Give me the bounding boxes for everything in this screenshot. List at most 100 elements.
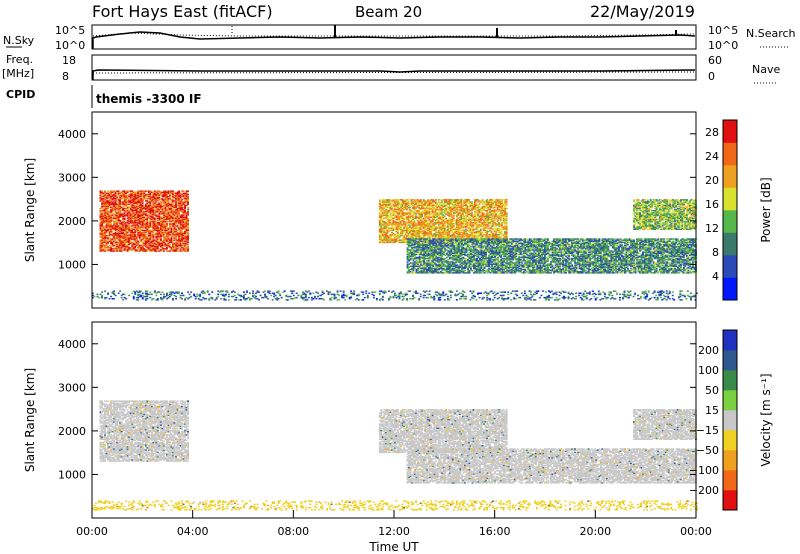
echo-cell	[102, 236, 105, 238]
echo-cell	[137, 245, 140, 248]
echo-cell	[129, 234, 132, 236]
echo-cell	[105, 224, 108, 226]
echo-cell	[119, 243, 122, 246]
echo-cell	[107, 190, 109, 192]
echo-cell	[119, 220, 122, 223]
echo-cell	[117, 248, 120, 250]
echo-cell	[134, 236, 137, 238]
echo-cell	[128, 243, 131, 246]
echo-cell	[123, 229, 126, 232]
echo-cell	[138, 199, 141, 201]
echo-cell	[122, 244, 125, 247]
echo-cell	[122, 195, 125, 198]
echo-cell	[140, 235, 143, 237]
echo-cell	[117, 216, 120, 218]
echo-cell	[99, 216, 102, 218]
echo-cell	[99, 217, 102, 220]
echo-cell	[113, 190, 115, 192]
echo-cell	[116, 212, 119, 214]
echo-cell	[116, 245, 119, 248]
echo-cell	[129, 205, 132, 208]
echo-cell	[122, 236, 125, 238]
echo-cell	[111, 250, 114, 252]
echo-cell	[120, 227, 123, 229]
echo-cell	[107, 200, 109, 202]
echo-cell	[120, 242, 123, 245]
echo-cell	[108, 240, 111, 242]
echo-cell	[131, 235, 134, 237]
echo-cell	[108, 201, 111, 203]
echo-cell	[138, 218, 141, 221]
echo-cell	[110, 218, 112, 221]
echo-cell	[116, 211, 119, 213]
echo-cell	[126, 243, 129, 246]
echo-cell	[104, 201, 106, 203]
echo-cell	[140, 249, 143, 251]
echo-cell	[113, 228, 115, 230]
echo-cell	[102, 195, 105, 198]
echo-cell	[113, 207, 115, 210]
echo-cell	[125, 193, 128, 196]
echo-cell	[99, 193, 102, 196]
echo-cell	[119, 214, 122, 216]
echo-cell	[123, 230, 126, 233]
echo-cell	[105, 243, 108, 246]
echo-cell	[126, 198, 129, 200]
echo-cell	[111, 248, 114, 250]
echo-cell	[132, 242, 135, 245]
echo-cell	[129, 195, 132, 198]
echo-cell	[99, 225, 102, 227]
echo-cell	[132, 220, 135, 223]
echo-cell	[132, 214, 135, 216]
echo-cell	[108, 247, 111, 249]
echo-cell	[123, 217, 126, 220]
echo-cell	[105, 230, 108, 233]
echo-cell	[111, 226, 114, 228]
echo-cell	[137, 204, 140, 207]
echo-cell	[123, 226, 126, 228]
echo-cell	[122, 202, 125, 204]
echo-cell	[128, 210, 131, 212]
echo-cell	[122, 218, 125, 221]
echo-cell	[105, 223, 108, 225]
echo-cell	[105, 225, 108, 227]
echo-cell	[135, 214, 138, 216]
echo-cell	[125, 239, 128, 241]
echo-cell	[114, 207, 117, 210]
echo-cell	[110, 234, 112, 236]
echo-cell	[125, 241, 128, 244]
echo-cell	[137, 202, 140, 204]
echo-cell	[137, 225, 140, 227]
echo-cell	[101, 198, 103, 200]
echo-cell	[108, 234, 111, 236]
echo-cell	[131, 213, 134, 215]
echo-cell	[108, 202, 111, 204]
echo-cell	[187, 206, 189, 209]
echo-cell	[132, 205, 135, 208]
echo-cell	[126, 213, 129, 215]
echo-cell	[110, 190, 112, 192]
echo-cell	[107, 217, 109, 220]
echo-cell	[135, 217, 138, 220]
echo-cell	[105, 240, 108, 242]
echo-cell	[128, 212, 131, 214]
echo-cell	[123, 218, 126, 221]
echo-cell	[138, 219, 141, 222]
echo-cell	[107, 216, 109, 218]
echo-cell	[102, 207, 105, 210]
echo-cell	[104, 219, 106, 222]
freq-unit: [MHz]	[2, 67, 34, 80]
nsky-tick-high: 10^5	[55, 24, 85, 37]
echo-cell	[123, 245, 126, 248]
echo-region	[406, 238, 697, 274]
echo-cell	[123, 199, 126, 201]
echo-cell	[104, 194, 106, 197]
echo-cell	[119, 210, 122, 212]
echo-cell	[140, 205, 143, 208]
echo-cell	[129, 225, 132, 227]
echo-cell	[129, 227, 132, 229]
echo-cell	[126, 214, 129, 216]
echo-cell	[116, 236, 119, 238]
echo-cell	[108, 239, 111, 241]
echo-cell	[107, 206, 109, 209]
